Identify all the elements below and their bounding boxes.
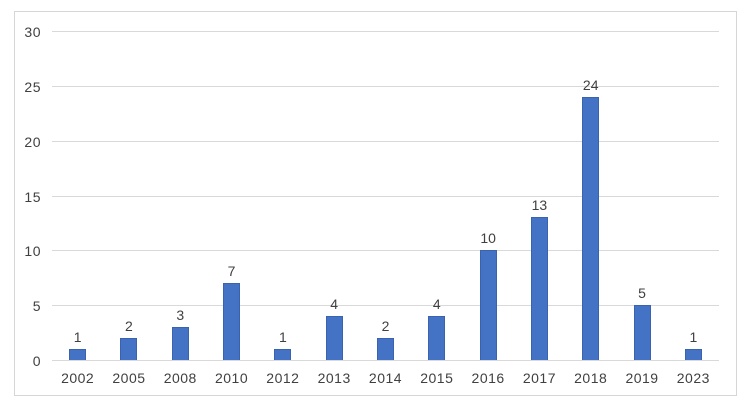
y-tick-label: 30 [24,24,41,40]
x-tick-label: 2002 [61,370,95,386]
bar-value-label: 4 [330,296,339,313]
bar-2016[interactable] [479,250,497,360]
bar-value-label: 2 [381,318,390,335]
x-tick-label: 2016 [471,370,505,386]
x-tick-label: 2008 [163,370,197,386]
bar-value-label: 13 [531,197,548,214]
bar-2017[interactable] [530,217,548,360]
bar-2019[interactable] [633,305,651,360]
bar-2014[interactable] [377,338,394,360]
x-tick-label: 2010 [214,370,249,386]
y-axis: 0 5 10 15 20 25 30 [15,12,41,395]
bar-2023[interactable] [684,349,702,360]
y-tick-label: 10 [24,243,41,260]
gridline [52,31,719,32]
gridline [52,85,719,87]
x-tick-label: 2023 [676,370,710,386]
bar-value-label: 24 [582,76,599,93]
bar-2008[interactable] [171,327,189,360]
y-tick-label: 5 [32,298,41,315]
bar-value-label: 1 [278,329,287,346]
bar-value-label: 1 [689,329,698,346]
bar-2015[interactable] [428,316,446,360]
bar-value-label: 3 [176,307,185,324]
bar-2012[interactable] [274,349,292,360]
bar-value-label: 2 [125,318,133,335]
bar-value-label: 1 [73,329,82,346]
x-tick-label: 2005 [112,370,146,386]
x-tick-label: 2015 [420,370,454,386]
bar-2005[interactable] [120,338,138,360]
x-tick-label: 2019 [625,370,659,386]
chart-frame: 1 2 3 7 1 4 2 4 10 13 24 5 1 0 5 10 15 20 25 30 2002 2005 20… [14,11,737,396]
x-tick-label: 2018 [574,370,608,386]
bar-value-label: 4 [432,296,441,313]
bar-value-label: 7 [227,263,236,280]
y-tick-label: 20 [24,133,41,150]
gridline [52,250,719,252]
plot-area: 1 2 3 7 1 4 2 4 10 13 24 5 1 [52,31,719,361]
y-tick-label: 25 [24,78,41,95]
x-tick-label: 2012 [266,370,300,386]
y-tick-label: 0 [32,353,41,369]
y-tick-label: 15 [24,188,41,205]
gridline [52,140,719,142]
gridline [52,195,719,197]
bar-2013[interactable] [325,316,343,360]
x-tick-label: 2014 [368,370,403,386]
bar-2002[interactable] [69,349,87,360]
bar-2018[interactable] [582,96,600,360]
bar-value-label: 5 [638,285,646,302]
gridline [52,305,719,307]
x-tick-label: 2017 [522,370,556,386]
x-tick-label: 2013 [317,370,351,386]
x-axis-line [52,360,719,361]
bar-value-label: 10 [480,230,496,247]
bar-2010[interactable] [223,283,241,360]
